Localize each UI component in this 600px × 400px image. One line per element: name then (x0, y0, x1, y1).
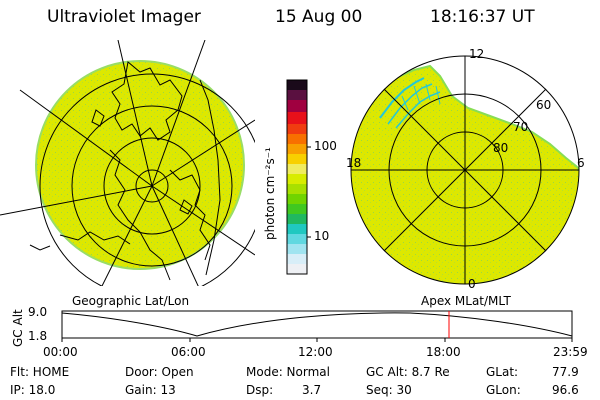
altitude-ylabel: GC Alt (11, 309, 25, 347)
altitude-ytick-high: 9.0 (28, 305, 48, 319)
mlt-label-0: 0 (468, 277, 476, 291)
info-gain: Gain: 13 (125, 383, 176, 397)
altitude-xtick: 18:00 (426, 345, 461, 359)
mlt-label-12: 12 (469, 47, 485, 61)
info-glon-value: 96.6 (552, 383, 579, 397)
info-glat-value: 77.9 (552, 365, 579, 379)
info-ip: IP: 18.0 (10, 383, 56, 397)
globe-disk (35, 60, 245, 270)
info-gcalt: GC Alt: 8.7 Re (366, 365, 450, 379)
altitude-xtick: 23:59 (553, 345, 588, 359)
altitude-curve (61, 312, 573, 337)
date-label: 15 Aug 00 (275, 7, 363, 27)
mlt-label-6: 6 (577, 156, 585, 170)
info-seq: Seq: 30 (366, 383, 412, 397)
colorbar-tick-100: 100 (314, 139, 337, 153)
info-glat-label: GLat: (486, 365, 519, 379)
info-dsp-label: Dsp: (246, 383, 274, 397)
colorbar-unit-label: photon cm⁻²s⁻¹ (263, 147, 277, 240)
altitude-xtick: 12:00 (298, 345, 333, 359)
app-title: Ultraviolet Imager (47, 7, 201, 27)
polar-grid (350, 55, 580, 285)
info-mode: Mode: Normal (246, 365, 330, 379)
lat-label-80: 80 (493, 141, 509, 155)
info-door: Door: Open (125, 365, 194, 379)
altitude-plot (61, 310, 573, 342)
lat-label-60: 60 (536, 98, 552, 112)
lat-label-70: 70 (513, 120, 529, 134)
time-label: 18:16:37 UT (430, 7, 535, 27)
info-glon-label: GLon: (486, 383, 521, 397)
mlt-label-18: 18 (346, 156, 362, 170)
polar-plot (350, 55, 580, 285)
colorbar-tick-10: 10 (314, 229, 330, 243)
info-flt: Flt: HOME (10, 365, 70, 379)
lat-lon-grid (0, 40, 255, 286)
info-dsp-value: 3.7 (302, 383, 322, 397)
altitude-ytick-low: 1.8 (28, 329, 48, 343)
apex-label: Apex MLat/MLT (421, 294, 511, 308)
altitude-xtick: 00:00 (43, 345, 78, 359)
coastlines (29, 61, 221, 281)
geographic-label: Geographic Lat/Lon (72, 294, 190, 308)
altitude-xtick: 06:00 (171, 345, 206, 359)
geographic-globe (0, 40, 255, 286)
colorbar (286, 79, 311, 275)
